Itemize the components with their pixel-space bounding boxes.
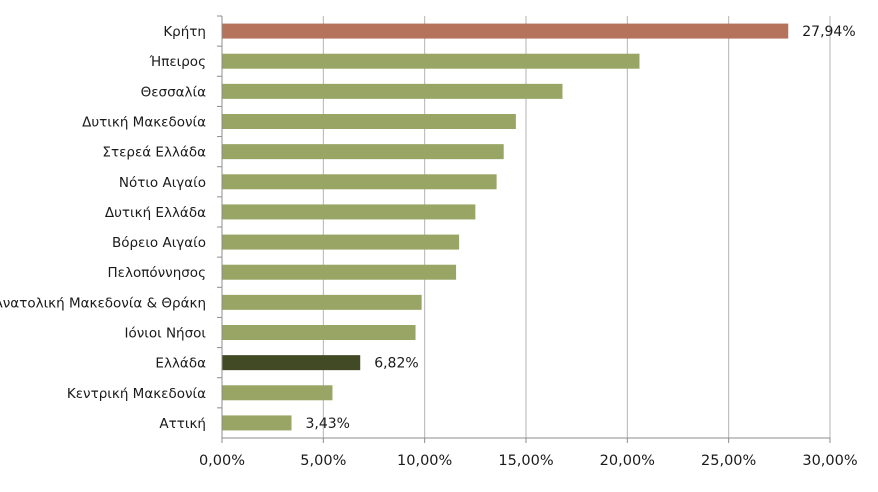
x-tick-label-2: 10,00% — [397, 453, 452, 469]
category-label-9: Ανατολική Μακεδονία & Θράκη — [0, 295, 206, 311]
data-label-13: 3,43% — [306, 416, 350, 432]
category-label-12: Κεντρική Μακεδονία — [67, 386, 206, 402]
category-label-8: Πελοπόννησος — [108, 265, 206, 281]
bar-13 — [222, 415, 292, 431]
bar-10 — [222, 325, 416, 340]
bar-12 — [222, 385, 333, 401]
bar-0 — [222, 23, 789, 39]
bar-11 — [222, 355, 361, 371]
axes — [217, 15, 831, 443]
bar-1 — [222, 53, 640, 69]
category-label-3: Δυτική Μακεδονία — [82, 115, 206, 131]
x-tick-label-4: 20,00% — [600, 453, 655, 469]
bar-5 — [222, 174, 497, 190]
category-label-7: Βόρειο Αιγαίο — [112, 235, 206, 251]
category-label-5: Νότιο Αιγαίο — [119, 175, 206, 191]
data-label-11: 6,82% — [374, 356, 418, 372]
category-label-4: Στερεά Ελλάδα — [102, 145, 206, 161]
category-label-13: Αττική — [159, 416, 206, 432]
bar-2 — [222, 83, 563, 99]
bar-8 — [222, 264, 457, 280]
x-tick-label-1: 5,00% — [300, 453, 346, 469]
x-tick-label-3: 15,00% — [498, 453, 553, 469]
category-label-1: Ήπειρος — [148, 54, 206, 70]
category-label-6: Δυτική Ελλάδα — [105, 205, 206, 221]
bar-6 — [222, 204, 476, 220]
bar-3 — [222, 114, 516, 129]
data-label-0: 27,94% — [802, 24, 855, 40]
gridlines — [322, 16, 831, 438]
bar-7 — [222, 234, 460, 250]
bar-4 — [222, 144, 504, 160]
bars — [222, 23, 789, 431]
category-label-2: Θεσσαλία — [141, 84, 206, 100]
bar-9 — [222, 294, 422, 310]
x-tick-label-6: 30,00% — [802, 453, 857, 469]
category-label-0: Κρήτη — [163, 24, 206, 40]
x-tick-label-0: 0,00% — [199, 453, 245, 469]
labels: 0,00% 5,00% 10,00% 15,00% 20,00% 25,00% 30,00%… — [0, 24, 858, 469]
category-label-10: Ιόνιοι Νήσοι — [124, 326, 206, 342]
category-label-11: Ελλάδα — [155, 356, 206, 372]
x-tick-label-5: 25,00% — [701, 453, 756, 469]
